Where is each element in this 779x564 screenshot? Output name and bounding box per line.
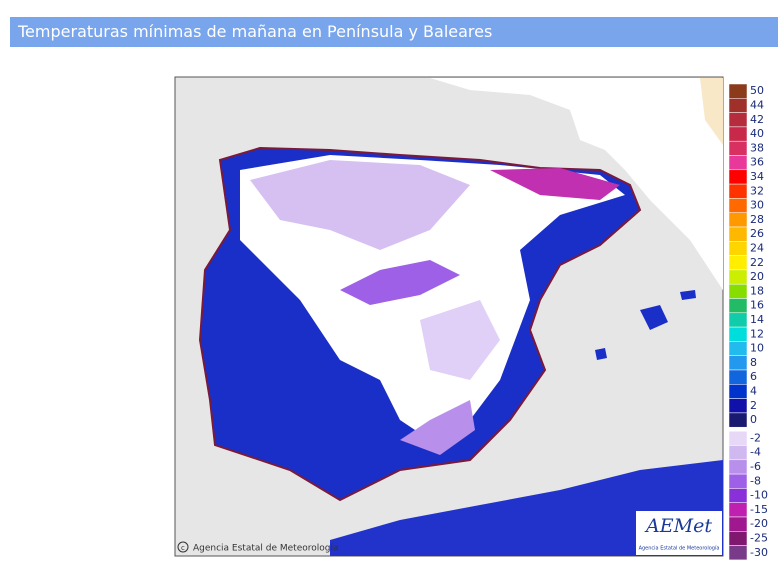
legend-label: 0 xyxy=(750,413,757,426)
legend-swatch xyxy=(728,126,748,142)
legend-label: 26 xyxy=(750,227,764,240)
pyrenees xyxy=(490,168,620,200)
legend-label: -10 xyxy=(750,489,768,502)
france-warm xyxy=(700,78,723,145)
legend-swatch xyxy=(728,488,748,503)
legend-label: -15 xyxy=(750,503,768,516)
legend-label: 20 xyxy=(750,270,764,283)
legend-label: -8 xyxy=(750,474,761,487)
legend-label: 32 xyxy=(750,184,764,197)
logo: AEMet xyxy=(644,515,712,537)
menorca xyxy=(680,290,696,300)
legend-swatch xyxy=(728,169,748,185)
legend-swatch xyxy=(728,198,748,213)
copyright-c: c xyxy=(181,544,185,552)
legend-swatch xyxy=(728,459,748,475)
legend-label: -2 xyxy=(750,431,761,444)
header-title: Temperaturas mínimas de mañana en Peníns… xyxy=(10,17,778,47)
mallorca xyxy=(640,305,668,330)
logo-box xyxy=(636,511,722,555)
legend-swatch xyxy=(728,341,748,356)
legend-label: 22 xyxy=(750,256,764,269)
meseta-south xyxy=(420,300,500,380)
legend-label: 8 xyxy=(750,356,757,369)
legend-swatch xyxy=(728,183,748,199)
legend-swatch xyxy=(728,516,748,532)
legend: 5044424038363432302826242220181614121086… xyxy=(728,83,768,561)
legend-swatch xyxy=(728,255,748,271)
legend-swatch xyxy=(728,269,748,285)
legend-swatch xyxy=(728,473,748,489)
legend-swatch xyxy=(728,430,748,446)
legend-swatch xyxy=(728,226,748,242)
legend-label: 24 xyxy=(750,241,764,254)
legend-swatch xyxy=(728,83,748,99)
africa xyxy=(330,460,723,556)
legend-swatch xyxy=(728,98,748,113)
legend-label: 34 xyxy=(750,170,764,183)
legend-label: -20 xyxy=(750,517,768,530)
legend-swatch xyxy=(728,326,748,342)
legend-swatch xyxy=(728,283,748,299)
legend-label: 28 xyxy=(750,213,764,226)
cold-north xyxy=(250,160,470,250)
legend-label: -4 xyxy=(750,446,761,459)
legend-label: 14 xyxy=(750,313,764,326)
legend-label: 2 xyxy=(750,399,757,412)
legend-swatch xyxy=(728,531,748,546)
legend-swatch xyxy=(728,384,748,399)
legend-swatch xyxy=(728,298,748,314)
legend-label: 44 xyxy=(750,98,764,111)
legend-label: 40 xyxy=(750,127,764,140)
copyright: Agencia Estatal de Meteorología xyxy=(193,544,339,554)
legend-swatch xyxy=(728,502,748,518)
france xyxy=(430,78,723,290)
legend-label: 10 xyxy=(750,342,764,355)
ibiza xyxy=(595,348,607,360)
legend-swatch xyxy=(728,545,748,561)
legend-label: 36 xyxy=(750,156,764,169)
legend-swatch xyxy=(728,398,748,414)
legend-label: 4 xyxy=(750,384,757,397)
copyright-icon xyxy=(177,541,189,553)
legend-label: 42 xyxy=(750,113,764,126)
central-system xyxy=(340,260,460,305)
logo-subtitle: Agencia Estatal de Meteorología xyxy=(639,545,720,552)
legend-label: 12 xyxy=(750,327,764,340)
legend-label: 38 xyxy=(750,141,764,154)
legend-swatch xyxy=(728,355,748,371)
legend-label: -25 xyxy=(750,531,768,544)
sierra-nevada xyxy=(400,400,475,455)
legend-label: -30 xyxy=(750,546,768,559)
legend-swatch xyxy=(728,155,748,171)
legend-swatch xyxy=(728,369,748,385)
legend-label: 6 xyxy=(750,370,757,383)
legend-label: -6 xyxy=(750,460,761,473)
legend-label: 50 xyxy=(750,84,764,97)
legend-swatch xyxy=(728,112,748,128)
legend-swatch xyxy=(728,312,748,328)
legend-label: 16 xyxy=(750,299,764,312)
legend-swatch xyxy=(728,241,748,256)
legend-label: 18 xyxy=(750,284,764,297)
legend-label: 30 xyxy=(750,199,764,212)
legend-swatch xyxy=(728,212,748,228)
legend-swatch xyxy=(728,445,748,461)
legend-swatch xyxy=(728,140,748,156)
legend-swatch xyxy=(728,412,748,428)
